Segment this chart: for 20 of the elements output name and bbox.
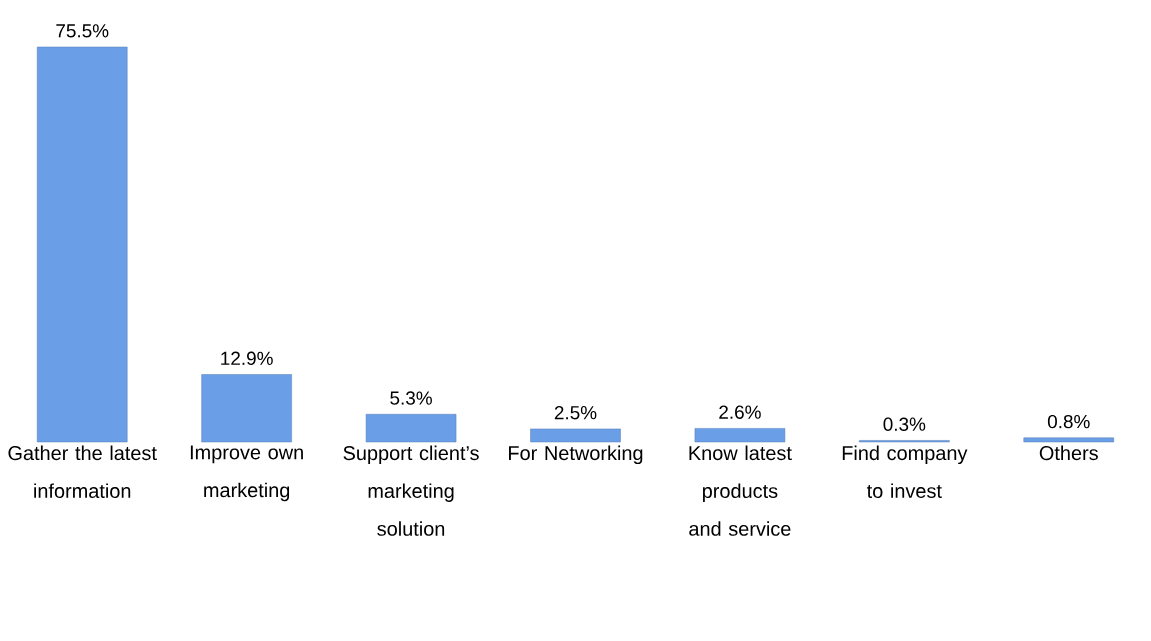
- data-label: 0.3%: [883, 417, 926, 431]
- data-label: 5.3%: [390, 391, 432, 405]
- x-tick-label: For Networking: [509, 445, 643, 465]
- data-label: 2.6%: [719, 405, 761, 419]
- data-label: 2.5%: [554, 406, 597, 420]
- data-label: 0.8%: [1047, 414, 1090, 429]
- x-tick-label: Know latest products and service: [689, 445, 792, 536]
- x-tick-label: Find company to invest: [842, 445, 968, 498]
- x-tick-label: Others: [1039, 445, 1098, 461]
- x-tick-label: Gather the latest information: [8, 445, 157, 498]
- bar: [694, 428, 786, 443]
- x-tick-label: Improve own marketing: [190, 445, 303, 502]
- bar: [1023, 437, 1115, 443]
- data-label: 75.5%: [56, 24, 109, 38]
- data-label: 12.9%: [221, 351, 273, 365]
- x-tick-label: Support client’s marketing solution: [343, 445, 479, 536]
- bar: [36, 46, 128, 443]
- bar: [201, 374, 292, 443]
- bar: [365, 414, 457, 443]
- bar: [530, 428, 621, 443]
